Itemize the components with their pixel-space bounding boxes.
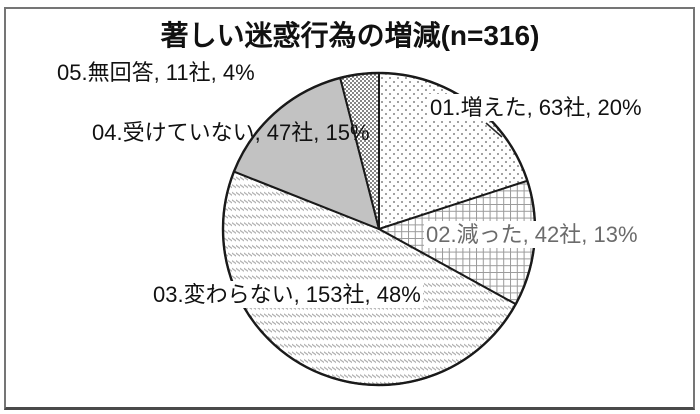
slice-label-04: 04.受けていない, 47社, 15%	[92, 120, 370, 145]
slice-label-01: 01.増えた, 63社, 20%	[428, 94, 644, 121]
slice-label-05: 05.無回答, 11社, 4%	[57, 60, 255, 85]
slice-label-03: 03.変わらない, 153社, 48%	[151, 281, 423, 308]
leader-line-01	[485, 122, 503, 138]
slice-label-02: 02.減った, 42社, 13%	[424, 221, 640, 248]
chart-title: 著しい迷惑行為の増減(n=316)	[160, 20, 540, 51]
